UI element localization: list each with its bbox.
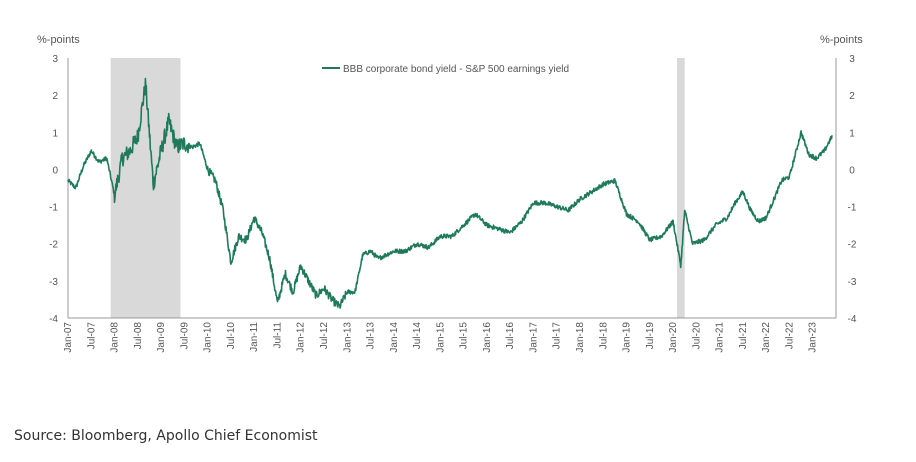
x-tick-label: Jul-10 — [226, 322, 237, 350]
source-note: Source: Bloomberg, Apollo Chief Economis… — [14, 428, 318, 444]
x-tick-label: Jan-11 — [249, 322, 260, 352]
x-tick-label: Jul-12 — [319, 322, 330, 350]
x-tick-label: Jan-07 — [63, 322, 74, 353]
x-tick-label: Jul-09 — [179, 322, 190, 350]
x-tick-label: Jan-17 — [528, 322, 539, 353]
recession-band-0 — [110, 58, 181, 318]
y-tick-left: 2 — [52, 91, 58, 102]
y-unit-right: %-points — [820, 34, 863, 46]
y-tick-left: 1 — [52, 128, 58, 139]
x-tick-label: Jan-14 — [389, 322, 400, 353]
x-tick-label: Jan-18 — [575, 322, 586, 353]
x-tick-label: Jul-08 — [133, 322, 144, 350]
y-tick-right: 1 — [849, 128, 855, 139]
recession-shading — [110, 58, 685, 318]
legend-label: BBB corporate bond yield - S&P 500 earni… — [343, 64, 569, 75]
y-tick-left: 3 — [52, 54, 58, 65]
x-tick-label: Jan-10 — [203, 322, 214, 353]
x-tick-label: Jan-12 — [296, 322, 307, 353]
x-tick-label: Jan-23 — [808, 322, 819, 353]
x-tick-label: Jul-22 — [784, 322, 795, 350]
y-tick-right: 0 — [849, 165, 855, 176]
axes — [67, 58, 837, 319]
x-tick-label: Jul-14 — [412, 322, 423, 350]
y-tick-left: 0 — [52, 165, 58, 176]
y-tick-right: -4 — [848, 314, 857, 325]
x-tick-label: Jan-19 — [622, 322, 633, 353]
x-tick-label: Jul-11 — [272, 322, 283, 349]
x-tick-label: Jan-20 — [668, 322, 679, 353]
y-tick-left: -4 — [49, 314, 58, 325]
y-tick-left: -2 — [49, 240, 58, 251]
x-tick-labels: Jan-07 Jul-07 Jan-08 Jul-08 Jan-09 Jul-09 Jan-… — [63, 322, 819, 353]
x-tick-label: Jul-20 — [691, 322, 702, 350]
x-tick-label: Jan-09 — [156, 322, 167, 353]
series-lines — [67, 77, 833, 309]
x-tick-label: Jan-16 — [482, 322, 493, 353]
y-tick-right: -1 — [848, 203, 857, 214]
y-tick-right: 3 — [849, 54, 855, 65]
x-tick-label: Jul-19 — [645, 322, 656, 350]
y-unit-left: %-points — [37, 34, 80, 46]
x-tick-label: Jan-13 — [342, 322, 353, 353]
x-tick-label: Jul-15 — [459, 322, 470, 350]
y-tick-right: -3 — [848, 277, 857, 288]
x-tick-label: Jan-22 — [761, 322, 772, 353]
x-tick-label: Jul-07 — [86, 322, 97, 350]
x-tick-label: Jan-21 — [715, 322, 726, 353]
y-tick-right: 2 — [849, 91, 855, 102]
x-tick-label: Jan-15 — [435, 322, 446, 353]
y-tick-left: -1 — [49, 203, 58, 214]
y-tick-right: -2 — [848, 240, 857, 251]
x-tick-label: Jul-13 — [366, 322, 377, 350]
x-tick-label: Jul-17 — [552, 322, 563, 350]
x-tick-label: Jul-21 — [738, 322, 749, 350]
legend: BBB corporate bond yield - S&P 500 earni… — [322, 64, 569, 75]
series-line-0 — [67, 77, 833, 309]
y-tick-left: -3 — [49, 277, 58, 288]
y-tick-labels: 3 3 2 2 1 1 0 0 -1 -1 -2 -2 -3 -3 -4 -4 — [49, 54, 857, 325]
x-tick-label: Jan-08 — [110, 322, 121, 353]
x-tick-label: Jul-16 — [505, 322, 516, 350]
recession-band-1 — [676, 58, 685, 318]
x-tick-label: Jul-18 — [598, 322, 609, 350]
